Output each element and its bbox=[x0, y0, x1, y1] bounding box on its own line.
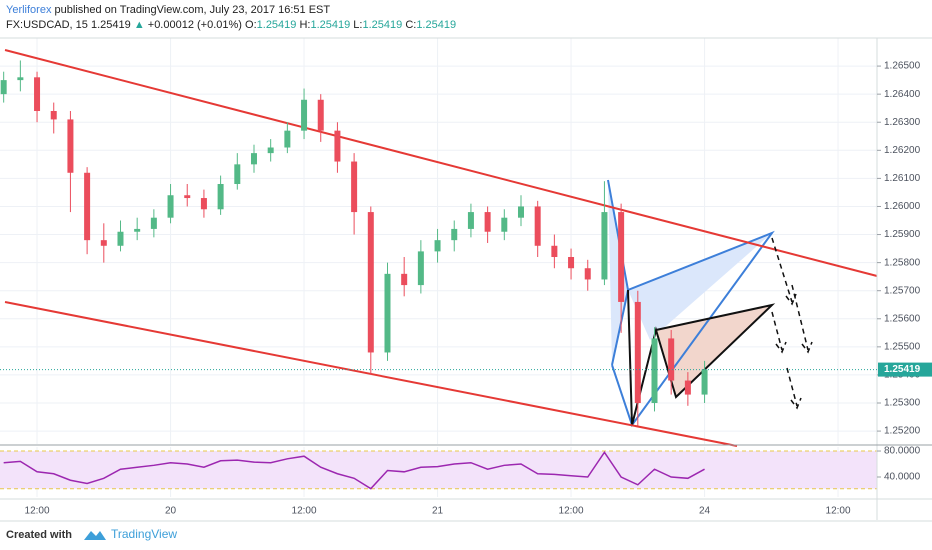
candle-body bbox=[367, 212, 374, 353]
y-tick-label: 1.25500 bbox=[884, 341, 921, 352]
author: Yerliforex bbox=[6, 4, 52, 16]
y-tick-label: 1.25900 bbox=[884, 229, 921, 240]
h-value: 1.25419 bbox=[310, 19, 350, 31]
drawings bbox=[4, 49, 878, 447]
footer-created: Created with bbox=[6, 529, 72, 541]
candle-body bbox=[434, 240, 441, 252]
rsi-y-tick-label: 40.0000 bbox=[884, 472, 921, 483]
candle-body bbox=[167, 195, 174, 218]
symbol: FX:USDCAD, 15 bbox=[6, 19, 88, 31]
candle-body bbox=[534, 206, 541, 246]
candle-body bbox=[684, 380, 691, 395]
candle-body bbox=[200, 198, 207, 210]
h-label: H: bbox=[299, 19, 310, 31]
candle-body bbox=[701, 369, 708, 395]
channel-upper bbox=[4, 49, 878, 277]
candle-body bbox=[250, 153, 257, 165]
x-tick-label: 12:00 bbox=[826, 506, 851, 517]
candle-body bbox=[384, 273, 391, 353]
candle-body bbox=[601, 212, 608, 280]
l-value: 1.25419 bbox=[362, 19, 402, 31]
candle-body bbox=[17, 77, 24, 81]
x-tick-label: 24 bbox=[699, 506, 711, 517]
candle-body bbox=[417, 251, 424, 286]
x-tick-label: 12:00 bbox=[292, 506, 317, 517]
quote-line: FX:USDCAD, 15 1.25419 ▲ +0.00012 (+0.01%… bbox=[6, 19, 456, 31]
candle-body bbox=[467, 212, 474, 229]
x-tick-label: 12:00 bbox=[25, 506, 50, 517]
candle-body bbox=[150, 217, 157, 229]
black-pattern bbox=[627, 289, 776, 426]
last-price-label: 1.25419 bbox=[884, 364, 921, 375]
o-label: O: bbox=[245, 19, 257, 31]
x-tick-label: 12:00 bbox=[559, 506, 584, 517]
y-tick-label: 1.25600 bbox=[884, 313, 921, 324]
candle-body bbox=[517, 206, 524, 218]
candle-body bbox=[117, 231, 124, 246]
grid bbox=[0, 38, 877, 497]
candle-body bbox=[0, 80, 7, 95]
candle-body bbox=[351, 161, 358, 213]
brand-logo bbox=[84, 531, 106, 540]
candles bbox=[0, 60, 708, 426]
publish-line: Yerliforex published on TradingView.com,… bbox=[6, 4, 330, 16]
y-tick-label: 1.26200 bbox=[884, 145, 921, 156]
candle-body bbox=[634, 301, 641, 404]
y-tick-label: 1.26000 bbox=[884, 201, 921, 212]
candle-body bbox=[34, 77, 41, 112]
candle-body bbox=[301, 99, 308, 131]
rsi-line bbox=[3, 450, 705, 490]
candle-body bbox=[668, 338, 675, 381]
x-tick-label: 20 bbox=[165, 506, 177, 517]
candle-body bbox=[651, 338, 658, 404]
y-tick-label: 1.26400 bbox=[884, 89, 921, 100]
candle-body bbox=[501, 217, 508, 232]
candle-body bbox=[284, 130, 291, 148]
candle-body bbox=[184, 195, 191, 199]
candle-body bbox=[401, 273, 408, 286]
candle-body bbox=[317, 99, 324, 131]
candle-body bbox=[134, 228, 141, 232]
last: 1.25419 bbox=[91, 19, 131, 31]
candle-body bbox=[217, 184, 224, 210]
candle-body bbox=[334, 130, 341, 162]
candle-body bbox=[568, 257, 575, 269]
footer-brand[interactable]: TradingView bbox=[111, 527, 177, 541]
rsi-band bbox=[0, 451, 877, 489]
y-tick-label: 1.26500 bbox=[884, 61, 921, 72]
candle-body bbox=[84, 172, 91, 241]
y-tick-label: 1.26100 bbox=[884, 173, 921, 184]
candle-body bbox=[551, 245, 558, 258]
candle-body bbox=[618, 212, 625, 302]
pattern-fill bbox=[608, 180, 628, 365]
y-tick-label: 1.25700 bbox=[884, 285, 921, 296]
projection-arrows bbox=[771, 237, 813, 410]
published: published on TradingView.com, July 23, 2… bbox=[55, 4, 331, 16]
o-value: 1.25419 bbox=[257, 19, 297, 31]
candle-body bbox=[100, 240, 107, 246]
y-tick-label: 1.25300 bbox=[884, 398, 921, 409]
last-price-box bbox=[878, 362, 932, 377]
direction: ▲ bbox=[134, 19, 145, 31]
pattern-fill bbox=[656, 305, 772, 397]
candle-body bbox=[451, 228, 458, 241]
candle-body bbox=[584, 268, 591, 280]
pattern-fill bbox=[628, 233, 772, 340]
l-label: L: bbox=[353, 19, 362, 31]
y-tick-label: 1.26300 bbox=[884, 117, 921, 128]
y-tick-label: 1.25200 bbox=[884, 426, 921, 437]
c-value: 1.25419 bbox=[416, 19, 456, 31]
y-tick-label: 1.25800 bbox=[884, 257, 921, 268]
candle-body bbox=[484, 212, 491, 232]
c-label: C: bbox=[405, 19, 416, 31]
rsi-y-tick-label: 80.0000 bbox=[884, 446, 921, 457]
change: +0.00012 (+0.01%) bbox=[148, 19, 242, 31]
candle-body bbox=[267, 147, 274, 154]
candle-body bbox=[50, 111, 57, 120]
x-tick-label: 21 bbox=[432, 506, 444, 517]
candle-body bbox=[234, 164, 241, 185]
candle-body bbox=[67, 119, 74, 173]
